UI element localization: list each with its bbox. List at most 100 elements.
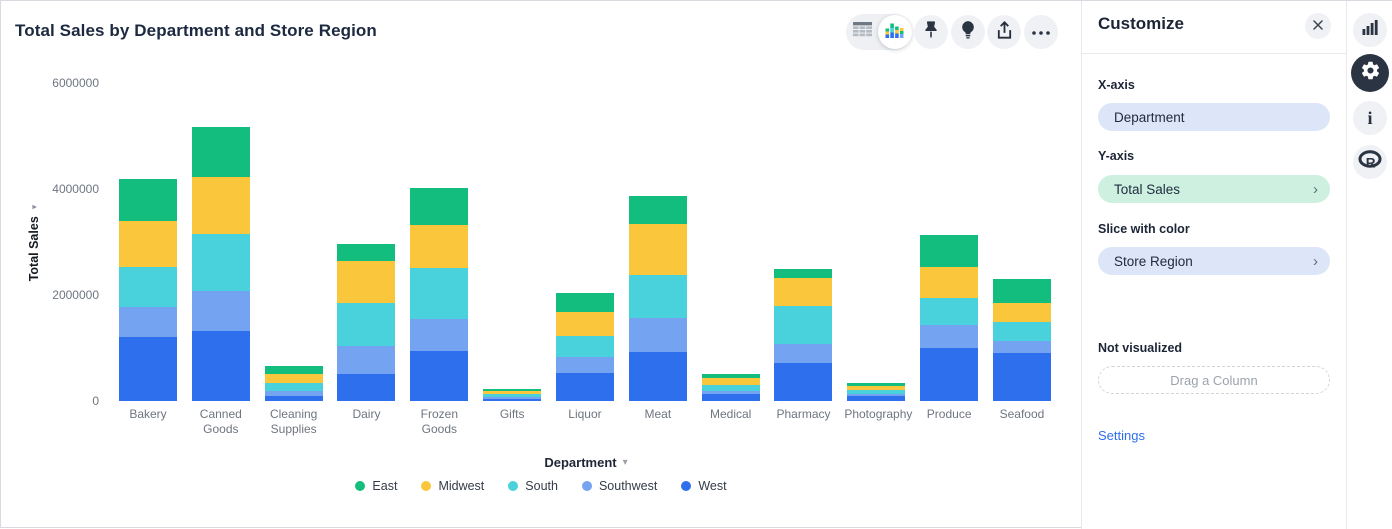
bar-segment-west[interactable]: [410, 351, 469, 401]
bar-segment-east[interactable]: [847, 383, 906, 386]
bar-segment-east[interactable]: [774, 269, 833, 278]
bar-segment-east[interactable]: [337, 244, 396, 261]
bar-produce[interactable]: [920, 235, 979, 401]
bar-segment-south[interactable]: [628, 275, 687, 318]
bar-segment-east[interactable]: [555, 293, 614, 312]
bar-segment-west[interactable]: [774, 363, 833, 401]
bar-segment-midwest[interactable]: [628, 224, 687, 275]
bar-canned-goods[interactable]: [191, 127, 250, 401]
bar-segment-west[interactable]: [701, 394, 760, 401]
bar-segment-south[interactable]: [920, 298, 979, 325]
bar-segment-southwest[interactable]: [992, 341, 1051, 353]
bar-segment-southwest[interactable]: [555, 357, 614, 373]
settings-link[interactable]: Settings: [1098, 428, 1145, 443]
bar-gifts[interactable]: [483, 389, 542, 401]
y-axis-title[interactable]: Total Sales ▾: [27, 205, 41, 282]
bar-segment-west[interactable]: [264, 396, 323, 401]
visualization-tab-button[interactable]: [1353, 13, 1387, 47]
chart-view-button[interactable]: [878, 15, 912, 49]
bar-segment-midwest[interactable]: [920, 267, 979, 298]
bar-dairy[interactable]: [337, 244, 396, 401]
bar-segment-east[interactable]: [483, 389, 542, 391]
bar-segment-south[interactable]: [119, 267, 177, 307]
bar-segment-midwest[interactable]: [337, 261, 396, 303]
bar-segment-west[interactable]: [119, 337, 177, 401]
bar-meat[interactable]: [628, 196, 687, 401]
drag-column-dropzone[interactable]: Drag a Column: [1098, 366, 1330, 394]
bar-segment-southwest[interactable]: [774, 344, 833, 363]
bar-segment-south[interactable]: [774, 306, 833, 344]
bar-segment-east[interactable]: [410, 188, 469, 225]
bar-segment-south[interactable]: [337, 303, 396, 346]
close-panel-button[interactable]: [1305, 13, 1331, 39]
legend-item-east[interactable]: East: [355, 479, 397, 493]
bar-segment-midwest[interactable]: [410, 225, 469, 268]
bar-medical[interactable]: [701, 374, 760, 401]
slice-field-value[interactable]: Store Region ›: [1098, 247, 1330, 275]
bar-segment-west[interactable]: [337, 374, 396, 401]
bar-segment-midwest[interactable]: [774, 278, 833, 306]
view-toggle[interactable]: [846, 14, 912, 50]
customize-tab-button[interactable]: [1351, 54, 1389, 92]
legend-item-southwest[interactable]: Southwest: [581, 479, 657, 493]
pin-button[interactable]: [914, 15, 948, 49]
bar-segment-southwest[interactable]: [920, 325, 979, 348]
bar-segment-midwest[interactable]: [264, 374, 323, 383]
bar-segment-midwest[interactable]: [847, 386, 906, 390]
bar-segment-west[interactable]: [483, 399, 542, 401]
bar-segment-south[interactable]: [410, 268, 469, 319]
bar-segment-southwest[interactable]: [264, 391, 323, 396]
bar-segment-southwest[interactable]: [337, 346, 396, 374]
bar-segment-southwest[interactable]: [483, 397, 542, 399]
bar-bakery[interactable]: [119, 179, 177, 401]
more-options-button[interactable]: [1024, 15, 1058, 49]
table-view-button[interactable]: [846, 14, 878, 50]
bar-frozen-goods[interactable]: [410, 188, 469, 401]
bar-segment-west[interactable]: [920, 348, 979, 401]
bar-cleaning-supplies[interactable]: [264, 366, 323, 401]
info-tab-button[interactable]: i: [1353, 101, 1387, 135]
y-axis-field-value[interactable]: Total Sales ›: [1098, 175, 1330, 203]
bar-segment-east[interactable]: [992, 279, 1051, 303]
insights-button[interactable]: [951, 15, 985, 49]
bar-segment-east[interactable]: [920, 235, 979, 267]
bar-segment-south[interactable]: [701, 385, 760, 391]
x-axis-field-value[interactable]: Department: [1098, 103, 1330, 131]
bar-segment-east[interactable]: [701, 374, 760, 378]
bar-segment-southwest[interactable]: [628, 318, 687, 352]
bar-segment-south[interactable]: [264, 383, 323, 391]
bar-segment-southwest[interactable]: [701, 391, 760, 394]
bar-segment-west[interactable]: [628, 352, 687, 401]
bar-segment-west[interactable]: [992, 353, 1051, 401]
bar-segment-southwest[interactable]: [847, 394, 906, 396]
bar-segment-midwest[interactable]: [483, 391, 542, 394]
bar-segment-east[interactable]: [264, 366, 323, 374]
bar-segment-east[interactable]: [119, 179, 177, 221]
bar-segment-southwest[interactable]: [191, 291, 250, 331]
bar-photography[interactable]: [847, 383, 906, 401]
bar-segment-west[interactable]: [847, 396, 906, 401]
bar-segment-south[interactable]: [555, 336, 614, 357]
bar-segment-south[interactable]: [191, 234, 250, 291]
bar-segment-midwest[interactable]: [701, 378, 760, 385]
bar-pharmacy[interactable]: [774, 269, 833, 401]
bar-segment-east[interactable]: [628, 196, 687, 224]
bar-liquor[interactable]: [555, 293, 614, 401]
bar-segment-midwest[interactable]: [555, 312, 614, 336]
legend-item-west[interactable]: West: [681, 479, 727, 493]
share-button[interactable]: [987, 15, 1021, 49]
bar-segment-west[interactable]: [191, 331, 250, 401]
bar-segment-south[interactable]: [992, 322, 1051, 341]
bar-segment-midwest[interactable]: [191, 177, 250, 234]
bar-segment-southwest[interactable]: [119, 307, 177, 337]
bar-seafood[interactable]: [992, 279, 1051, 401]
legend-item-south[interactable]: South: [508, 479, 558, 493]
legend-item-midwest[interactable]: Midwest: [421, 479, 484, 493]
r-language-tab-button[interactable]: R: [1353, 145, 1387, 179]
bar-segment-midwest[interactable]: [119, 221, 177, 267]
bar-segment-east[interactable]: [191, 127, 250, 177]
bar-segment-midwest[interactable]: [992, 303, 1051, 322]
x-axis-title[interactable]: Department ▾: [544, 455, 627, 470]
bar-segment-south[interactable]: [847, 390, 906, 394]
bar-segment-southwest[interactable]: [410, 319, 469, 351]
